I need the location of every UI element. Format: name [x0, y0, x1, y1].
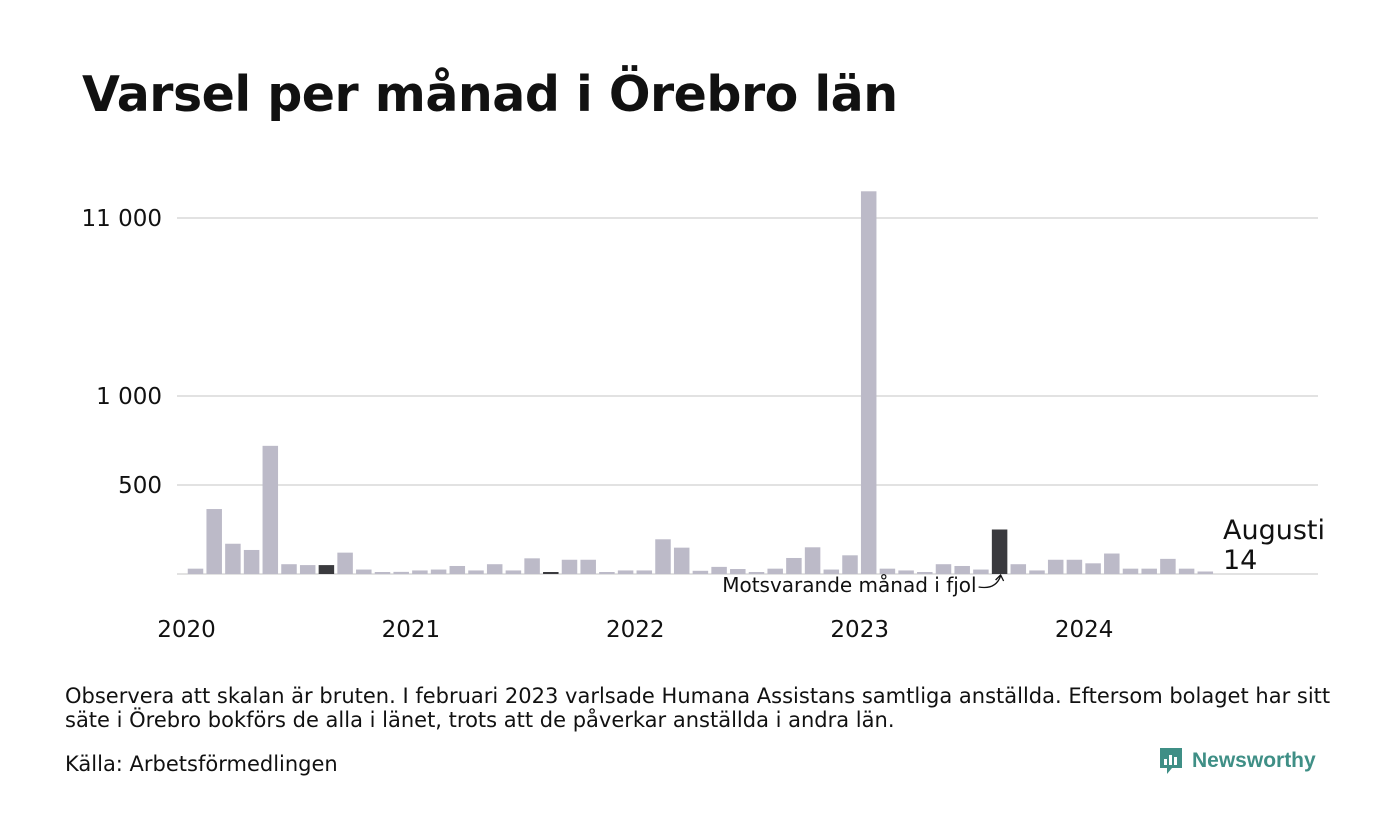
bar — [898, 570, 914, 574]
annotation-arrow — [978, 575, 1002, 589]
comparison-bar — [543, 572, 559, 574]
bar — [786, 557, 802, 574]
bar — [767, 568, 783, 574]
current-month-label: Augusti — [1223, 515, 1325, 546]
bar — [973, 569, 989, 574]
bar — [468, 570, 484, 574]
x-tick-label: 2023 — [830, 617, 889, 643]
bar — [1160, 558, 1176, 574]
x-tick-label: 2024 — [1055, 617, 1114, 643]
bar — [1085, 563, 1101, 574]
bar — [636, 570, 653, 574]
bar — [262, 445, 279, 574]
bar — [617, 570, 634, 574]
bar — [1066, 559, 1083, 574]
bar — [337, 552, 353, 574]
bar — [1047, 559, 1064, 574]
bar — [374, 572, 391, 574]
bar — [804, 547, 821, 574]
bar — [430, 569, 447, 574]
bar — [954, 565, 970, 574]
bar — [1010, 564, 1027, 574]
bar — [449, 565, 466, 574]
bar — [412, 570, 428, 574]
bar — [1122, 568, 1139, 574]
current-month-value: 14 — [1223, 545, 1257, 576]
x-tick-label: 2021 — [382, 617, 441, 643]
bar — [1178, 568, 1195, 574]
bar — [842, 555, 858, 574]
chart-title: Varsel per månad i Örebro län — [82, 66, 898, 123]
bar — [393, 571, 409, 574]
x-tick-label: 2020 — [157, 617, 216, 643]
bar — [299, 565, 316, 574]
x-tick-label: 2022 — [606, 617, 665, 643]
brand-name: Newsworthy — [1192, 749, 1316, 772]
bar — [1029, 570, 1045, 574]
bar — [524, 558, 540, 574]
last-year-label: Motsvarande månad i fjol — [722, 573, 976, 597]
bar — [748, 572, 765, 574]
bar — [580, 559, 596, 574]
bar — [1197, 571, 1214, 574]
bar — [1104, 553, 1120, 574]
y-tick-label: 11 000 — [82, 206, 162, 232]
bar — [879, 568, 896, 574]
bar — [655, 539, 671, 574]
scale-break-note: Observera att skalan är bruten. I februa… — [65, 684, 1331, 732]
bar — [187, 568, 204, 574]
bar — [356, 569, 372, 574]
bar — [711, 566, 727, 574]
bar — [281, 564, 297, 574]
bar — [692, 570, 709, 574]
bar — [486, 564, 503, 574]
bar — [225, 543, 241, 574]
bar — [860, 191, 877, 575]
comparison-bar — [318, 565, 335, 574]
bar — [599, 572, 615, 574]
bar — [917, 572, 933, 574]
bar — [935, 564, 952, 574]
y-tick-label: 1 000 — [96, 384, 162, 410]
bar-chart: 500 1 000 11 000 2020 2021 2022 2023 2024 August… — [82, 191, 1325, 643]
bar — [505, 570, 522, 574]
bar — [823, 569, 840, 574]
bar — [1141, 568, 1157, 574]
comparison-bar — [991, 529, 1008, 574]
bar — [206, 509, 222, 574]
bar — [673, 547, 690, 574]
y-tick-label: 500 — [118, 473, 162, 499]
bar — [730, 569, 746, 574]
newsworthy-logo-icon — [1160, 748, 1182, 774]
newsworthy-brand: Newsworthy — [1158, 746, 1316, 776]
source-text: Källa: Arbetsförmedlingen — [65, 752, 338, 776]
annotation-arrowhead — [995, 573, 1005, 582]
bar — [243, 549, 260, 574]
bar — [561, 559, 578, 574]
